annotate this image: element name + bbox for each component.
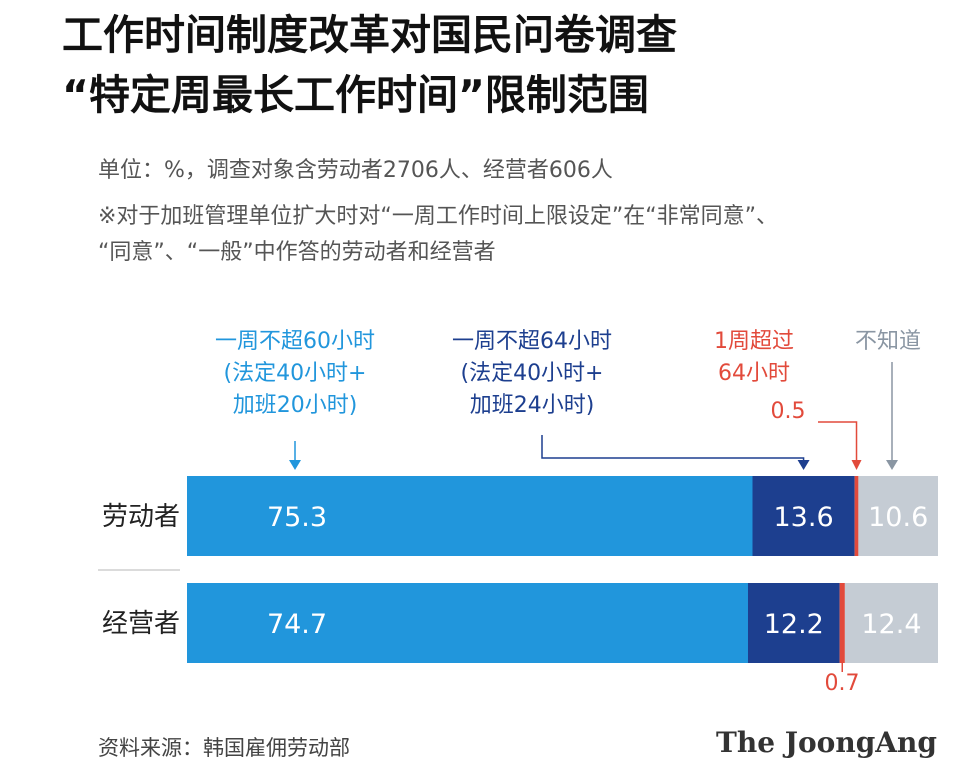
bar-segment	[844, 583, 938, 663]
bar-segment	[747, 583, 840, 663]
chart-title-line-2: “特定周最长工作时间”限制范围	[62, 71, 649, 119]
bar-segment	[854, 476, 859, 556]
bar-segment	[839, 583, 845, 663]
category-label: 经营者	[102, 609, 180, 639]
pointer-line	[541, 435, 805, 466]
annotation-60h-line-3: 加班20小时)	[232, 393, 358, 418]
pointer-line	[818, 421, 858, 466]
annotation-60h: 一周不超60小时 (法定40小时+ 加班20小时)	[178, 326, 412, 422]
annotation-64h-line-2: (法定40小时+	[460, 361, 604, 386]
value-label: 13.6	[774, 502, 834, 533]
value-label: 12.2	[764, 609, 824, 640]
annotation-over-line-2: 64小时	[718, 361, 790, 386]
annotation-60h-line-2: (法定40小时+	[223, 361, 367, 386]
pointer-arrowhead	[886, 460, 898, 470]
survey-note-line-1: ※对于加班管理单位扩大时对“一周工作时间上限设定”在“非常同意”、	[98, 204, 779, 229]
over-employer-value: 0.7	[824, 671, 860, 696]
bar-segment	[858, 476, 938, 556]
pointer-arrowhead	[797, 460, 810, 470]
annotation-unknown: 不知道	[854, 329, 921, 354]
brand-logo: The JoongAng	[716, 726, 937, 759]
source-note: 资料来源：韩国雇佣劳动部	[98, 736, 350, 760]
unit-note: 单位：%，调查对象含劳动者2706人、经营者606人	[98, 158, 613, 183]
value-label: 74.7	[267, 609, 327, 640]
category-label: 劳动者	[102, 502, 180, 532]
value-label: 12.4	[861, 609, 921, 640]
annotation-over-64h: 1周超过 64小时	[690, 326, 818, 390]
value-label: 10.6	[868, 502, 928, 533]
annotation-over-line-1: 1周超过	[714, 329, 794, 354]
bar-segment	[752, 476, 855, 556]
chart-title-line-1: 工作时间制度改革对国民问卷调查	[62, 11, 677, 59]
annotation-60h-line-1: 一周不超60小时	[215, 329, 375, 354]
value-label: 75.3	[267, 502, 327, 533]
pointer-arrowhead	[851, 460, 862, 470]
pointer-arrowhead	[289, 460, 301, 470]
annotation-64h-line-1: 一周不超64小时	[452, 329, 612, 354]
annotation-64h: 一周不超64小时 (法定40小时+ 加班24小时)	[415, 326, 649, 422]
bar-segment	[187, 476, 753, 556]
annotation-64h-line-3: 加班24小时)	[469, 393, 595, 418]
survey-note-line-2: “同意”、“一般”中作答的劳动者和经营者	[98, 240, 496, 265]
over-worker-value: 0.5	[770, 399, 806, 424]
bar-segment	[187, 583, 748, 663]
